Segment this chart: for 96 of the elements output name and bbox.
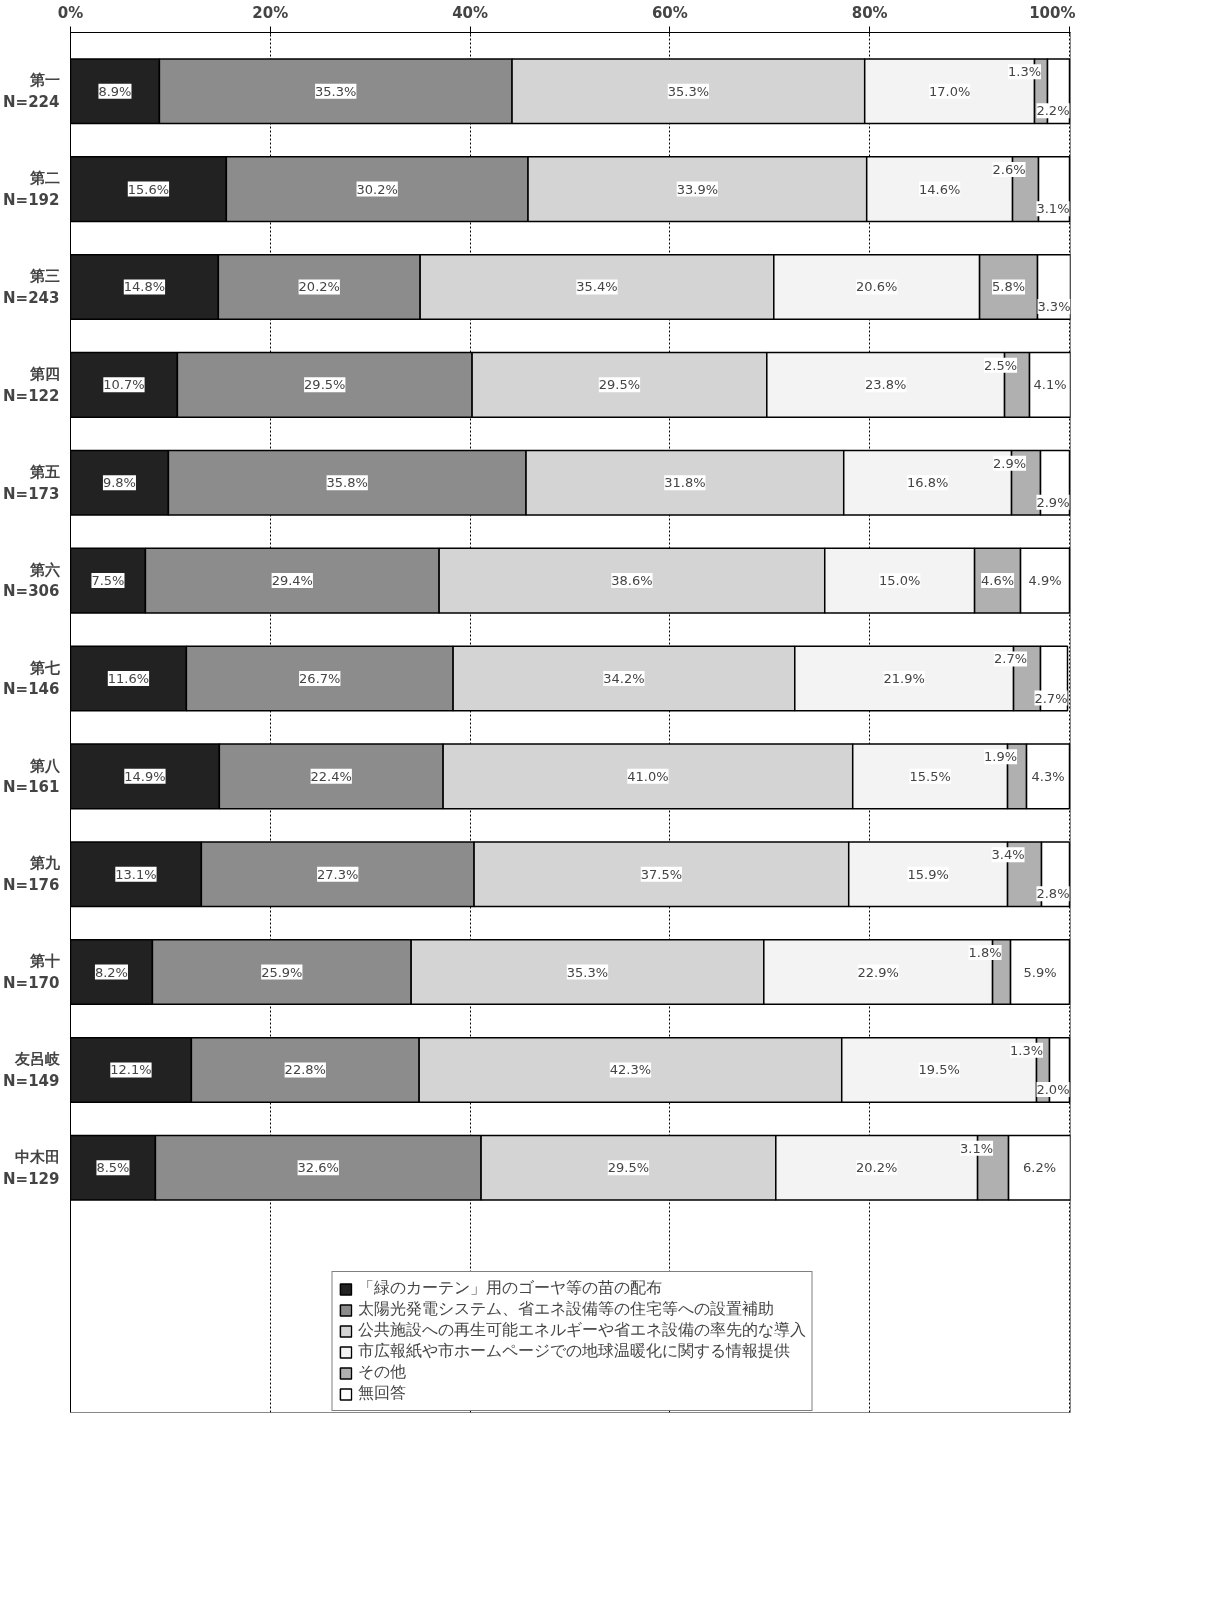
text: 37.5% bbox=[640, 866, 683, 882]
legend-label: 太陽光発電システム、省エネ設備等の住宅等への設置補助 bbox=[357, 1299, 774, 1321]
text: 22.4% bbox=[310, 768, 352, 784]
text: 6.2% bbox=[1023, 1160, 1057, 1176]
text: 27.3% bbox=[317, 866, 359, 882]
text: 2.5% bbox=[984, 357, 1018, 373]
text: 19.5% bbox=[918, 1062, 960, 1078]
text: 2.2% bbox=[1036, 103, 1070, 119]
text: 17.0% bbox=[928, 83, 971, 99]
text: 2.9% bbox=[993, 455, 1027, 471]
text: 2.8% bbox=[1036, 886, 1070, 902]
legend-label: 市広報紙や市ホームページでの地球温暖化に関する情報提供 bbox=[357, 1341, 790, 1363]
x-tick-label: 100% bbox=[1029, 3, 1076, 22]
text: 5.9% bbox=[1023, 964, 1057, 980]
text: 2.9% bbox=[1036, 494, 1070, 510]
text: 8.9% bbox=[98, 83, 132, 99]
text: 7.5% bbox=[91, 573, 125, 589]
text: 16.8% bbox=[906, 475, 949, 491]
x-tick-label: 80% bbox=[851, 3, 888, 22]
text: 2.7% bbox=[994, 651, 1028, 667]
text: 22.9% bbox=[857, 964, 899, 980]
text: 15.6% bbox=[127, 181, 170, 197]
text: 1.3% bbox=[1008, 64, 1042, 80]
text: 41.0% bbox=[627, 768, 669, 784]
text: 23.8% bbox=[865, 377, 907, 393]
text: 14.6% bbox=[918, 181, 961, 197]
y-tick-label: 第三 N=243 bbox=[3, 267, 60, 307]
y-tick-label: 第四 N=122 bbox=[3, 365, 60, 405]
text: 5.8% bbox=[992, 279, 1026, 295]
text: 12.1% bbox=[110, 1062, 152, 1078]
text: 4.1% bbox=[1033, 377, 1067, 393]
y-tick-label: 中木田 N=129 bbox=[3, 1148, 60, 1188]
text: 8.5% bbox=[96, 1160, 130, 1176]
y-tick-label: 第二 N=192 bbox=[3, 169, 60, 209]
legend-label: 公共施設への再生可能エネルギーや省エネ設備の率先的な導入 bbox=[357, 1320, 806, 1342]
text: 34.2% bbox=[603, 670, 645, 686]
x-tick-label: 40% bbox=[452, 3, 489, 22]
text: 35.4% bbox=[576, 279, 618, 295]
text: 38.6% bbox=[611, 573, 653, 589]
text: 15.0% bbox=[879, 573, 921, 589]
text: 4.9% bbox=[1028, 573, 1062, 589]
text: 1.8% bbox=[968, 945, 1002, 960]
text: 1.3% bbox=[1010, 1042, 1044, 1058]
text: 4.3% bbox=[1031, 768, 1065, 784]
text: 2.7% bbox=[1034, 690, 1068, 706]
text: 20.2% bbox=[856, 1160, 898, 1176]
text: 14.8% bbox=[123, 279, 166, 295]
text: 11.6% bbox=[107, 670, 150, 686]
text: 22.8% bbox=[284, 1062, 326, 1078]
text: 33.9% bbox=[676, 181, 719, 197]
text: 35.8% bbox=[326, 475, 368, 491]
text: 29.5% bbox=[598, 377, 641, 393]
text: 14.9% bbox=[124, 768, 166, 784]
text: 8.2% bbox=[94, 964, 128, 980]
text: 15.9% bbox=[907, 866, 949, 882]
text: 30.2% bbox=[356, 181, 398, 197]
x-tick-label: 0% bbox=[57, 3, 84, 22]
legend-label: その他 bbox=[357, 1362, 406, 1384]
y-tick-label: 友呂岐 N=149 bbox=[3, 1050, 61, 1090]
text: 3.1% bbox=[1036, 201, 1070, 217]
legend-label: 「緑のカーテン」用のゴーヤ等の苗の配布 bbox=[357, 1278, 662, 1300]
text: 35.3% bbox=[315, 83, 357, 99]
text: 9.8% bbox=[102, 475, 136, 491]
text: 1.9% bbox=[984, 749, 1018, 765]
y-tick-label: 第九 N=176 bbox=[3, 854, 61, 894]
text: 2.0% bbox=[1036, 1082, 1070, 1098]
text: 42.3% bbox=[609, 1062, 652, 1078]
text: 3.1% bbox=[960, 1140, 994, 1156]
text: 29.5% bbox=[607, 1160, 650, 1176]
legend-label: 無回答 bbox=[357, 1383, 406, 1405]
text: 3.4% bbox=[991, 847, 1025, 863]
y-tick-label: 第八 N=161 bbox=[3, 756, 61, 797]
x-tick-label: 60% bbox=[651, 3, 688, 22]
y-tick-label: 第一 N=224 bbox=[3, 71, 60, 112]
text: 25.9% bbox=[261, 964, 303, 980]
text: 26.7% bbox=[299, 670, 341, 686]
text: 31.8% bbox=[664, 475, 706, 491]
text: 4.6% bbox=[981, 573, 1015, 589]
y-tick-label: 第五 N=173 bbox=[3, 462, 60, 503]
x-tick-label: 20% bbox=[252, 3, 289, 22]
text: 20.6% bbox=[856, 279, 898, 295]
text: 29.5% bbox=[304, 377, 346, 393]
text: 20.2% bbox=[298, 279, 340, 295]
y-tick-label: 第六 N=306 bbox=[3, 560, 60, 601]
text: 29.4% bbox=[271, 573, 313, 589]
text: 15.5% bbox=[909, 768, 951, 784]
text: 10.7% bbox=[103, 377, 145, 393]
text: 35.3% bbox=[667, 83, 710, 99]
y-tick-label: 第十 N=170 bbox=[3, 952, 60, 992]
text: 2.6% bbox=[992, 162, 1026, 178]
text: 3.3% bbox=[1037, 299, 1071, 315]
text: 35.3% bbox=[566, 964, 609, 980]
y-tick-label: 第七 N=146 bbox=[3, 658, 60, 699]
text: 13.1% bbox=[115, 866, 157, 882]
text: 32.6% bbox=[297, 1160, 339, 1176]
text: 21.9% bbox=[883, 670, 925, 686]
